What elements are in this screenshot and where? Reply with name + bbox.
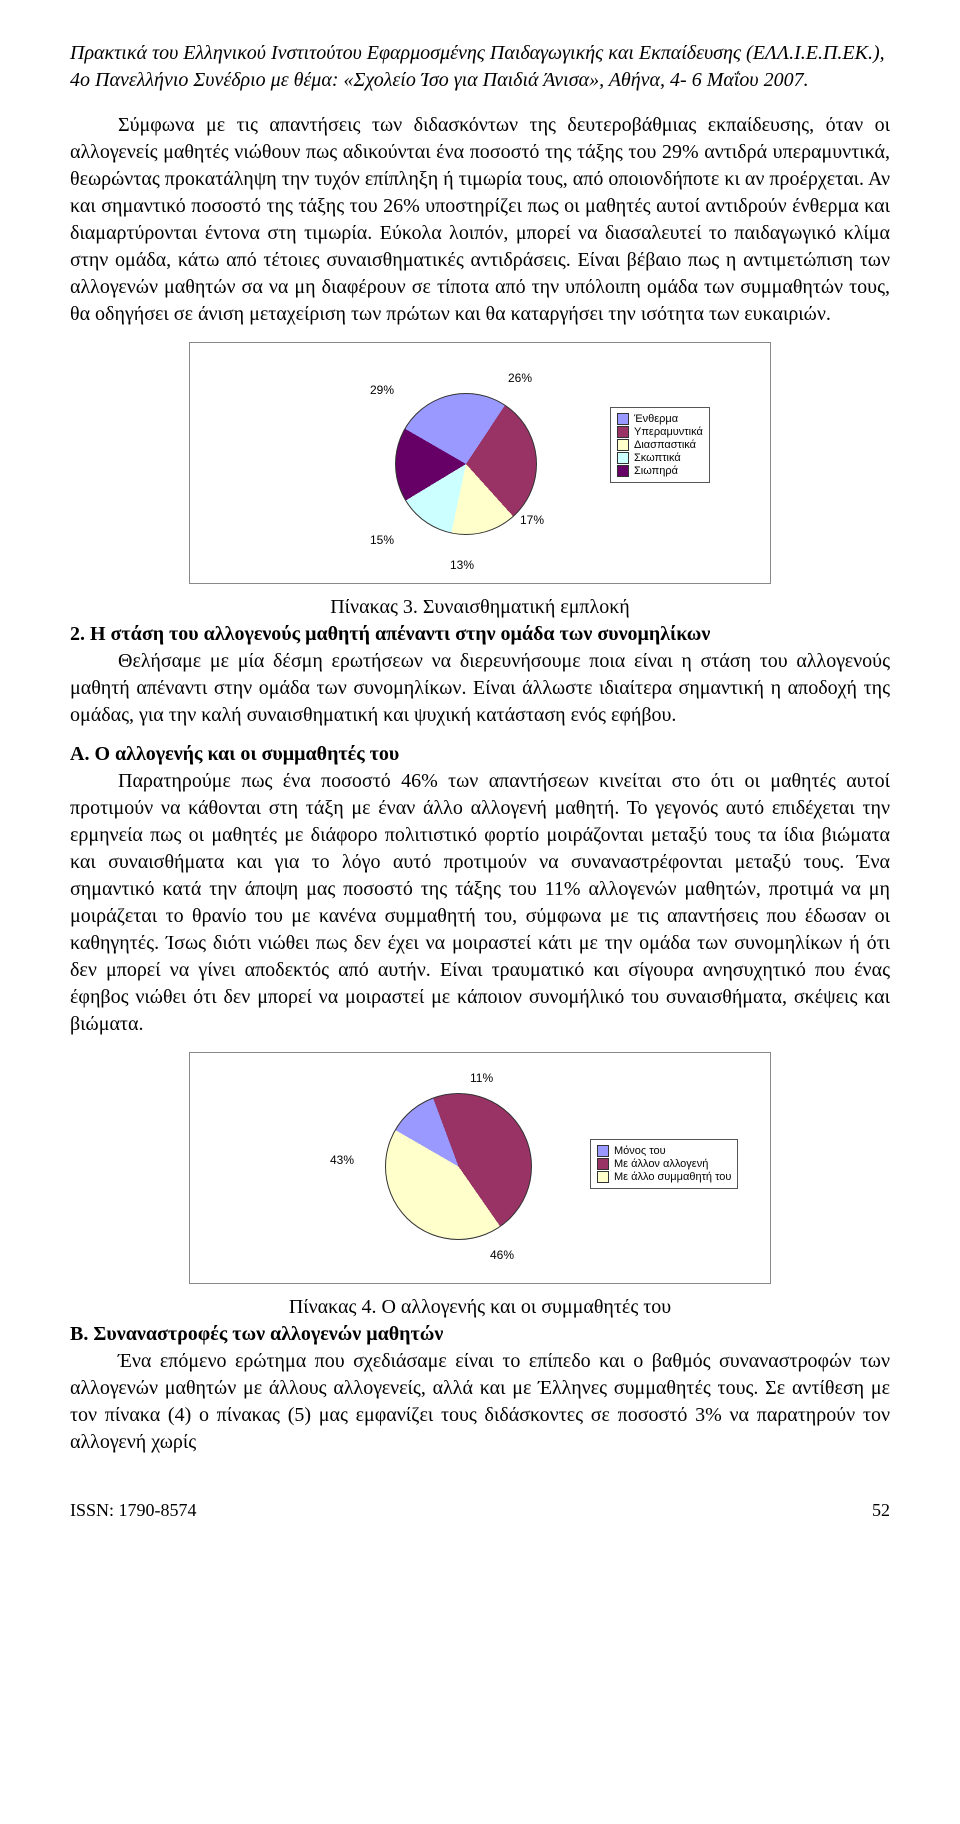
legend-swatch: [597, 1158, 609, 1170]
legend-item: Σιωπηρά: [617, 465, 703, 477]
chart-3-caption: Πίνακας 3. Συναισθηματική εμπλοκή: [70, 596, 890, 619]
pct-label: 46%: [490, 1248, 514, 1262]
pct-label: 17%: [520, 513, 544, 527]
legend-item: Με άλλο συμμαθητή του: [597, 1171, 731, 1183]
legend-swatch: [597, 1145, 609, 1157]
legend-label: Με άλλον αλλογενή: [614, 1158, 708, 1170]
legend-item: Μόνος του: [597, 1145, 731, 1157]
legend-label: Με άλλο συμμαθητή του: [614, 1171, 731, 1183]
footer-issn: ISSN: 1790-8574: [70, 1500, 197, 1521]
legend-swatch: [597, 1171, 609, 1183]
paragraph-4-text: Ένα επόμενο ερώτημα που σχεδιάσαμε είναι…: [70, 1350, 890, 1453]
page-footer: ISSN: 1790-8574 52: [0, 1500, 960, 1551]
legend-swatch: [617, 452, 629, 464]
paragraph-4: Ένα επόμενο ερώτημα που σχεδιάσαμε είναι…: [70, 1348, 890, 1456]
legend-item: Υπεραμυντικά: [617, 426, 703, 438]
paragraph-3-text: Παρατηρούμε πως ένα ποσοστό 46% των απαν…: [70, 770, 890, 1035]
legend-swatch: [617, 439, 629, 451]
pct-label: 13%: [450, 558, 474, 572]
chart-3-box: ΈνθερμαΥπεραμυντικάΔιασπαστικάΣκωπτικάΣι…: [189, 342, 771, 584]
chart-4-box: Μόνος τουΜε άλλον αλλογενήΜε άλλο συμμαθ…: [189, 1052, 771, 1284]
legend-label: Μόνος του: [614, 1145, 666, 1157]
heading-A: Α. Ο αλλογενής και οι συμμαθητές του: [70, 743, 890, 766]
chart-legend: ΈνθερμαΥπεραμυντικάΔιασπαστικάΣκωπτικάΣι…: [610, 407, 710, 483]
pct-label: 43%: [330, 1153, 354, 1167]
legend-label: Σκωπτικά: [634, 452, 681, 464]
legend-swatch: [617, 465, 629, 477]
paragraph-1: Σύμφωνα με τις απαντήσεις των διδασκόντω…: [70, 112, 890, 328]
legend-item: Με άλλον αλλογενή: [597, 1158, 731, 1170]
paragraph-3: Παρατηρούμε πως ένα ποσοστό 46% των απαν…: [70, 768, 890, 1038]
heading-B: Β. Συναναστροφές των αλλογενών μαθητών: [70, 1323, 890, 1346]
legend-swatch: [617, 413, 629, 425]
pct-label: 29%: [370, 383, 394, 397]
pie-chart: [385, 1093, 532, 1240]
legend-item: Ένθερμα: [617, 413, 703, 425]
chart-legend: Μόνος τουΜε άλλον αλλογενήΜε άλλο συμμαθ…: [590, 1139, 738, 1189]
pct-label: 15%: [370, 533, 394, 547]
pie-chart: [395, 393, 537, 535]
legend-label: Διασπαστικά: [634, 439, 696, 451]
pie: [385, 1093, 532, 1240]
pie: [395, 393, 537, 535]
footer-page-number: 52: [872, 1500, 890, 1521]
pct-label: 26%: [508, 371, 532, 385]
heading-2: 2. Η στάση του αλλογενούς μαθητή απέναντ…: [70, 623, 890, 646]
legend-item: Διασπαστικά: [617, 439, 703, 451]
paragraph-2-text: Θελήσαμε με μία δέσμη ερωτήσεων να διερε…: [70, 650, 890, 726]
legend-item: Σκωπτικά: [617, 452, 703, 464]
legend-label: Ένθερμα: [634, 413, 678, 425]
pct-label: 11%: [470, 1071, 493, 1085]
chart-4-caption: Πίνακας 4. Ο αλλογενής και οι συμμαθητές…: [70, 1296, 890, 1319]
legend-label: Υπεραμυντικά: [634, 426, 703, 438]
header-text: Πρακτικά του Ελληνικού Ινστιτούτου Εφαρμ…: [70, 42, 885, 91]
legend-swatch: [617, 426, 629, 438]
paragraph-2: Θελήσαμε με μία δέσμη ερωτήσεων να διερε…: [70, 648, 890, 729]
legend-label: Σιωπηρά: [634, 465, 678, 477]
page-header: Πρακτικά του Ελληνικού Ινστιτούτου Εφαρμ…: [70, 40, 890, 94]
